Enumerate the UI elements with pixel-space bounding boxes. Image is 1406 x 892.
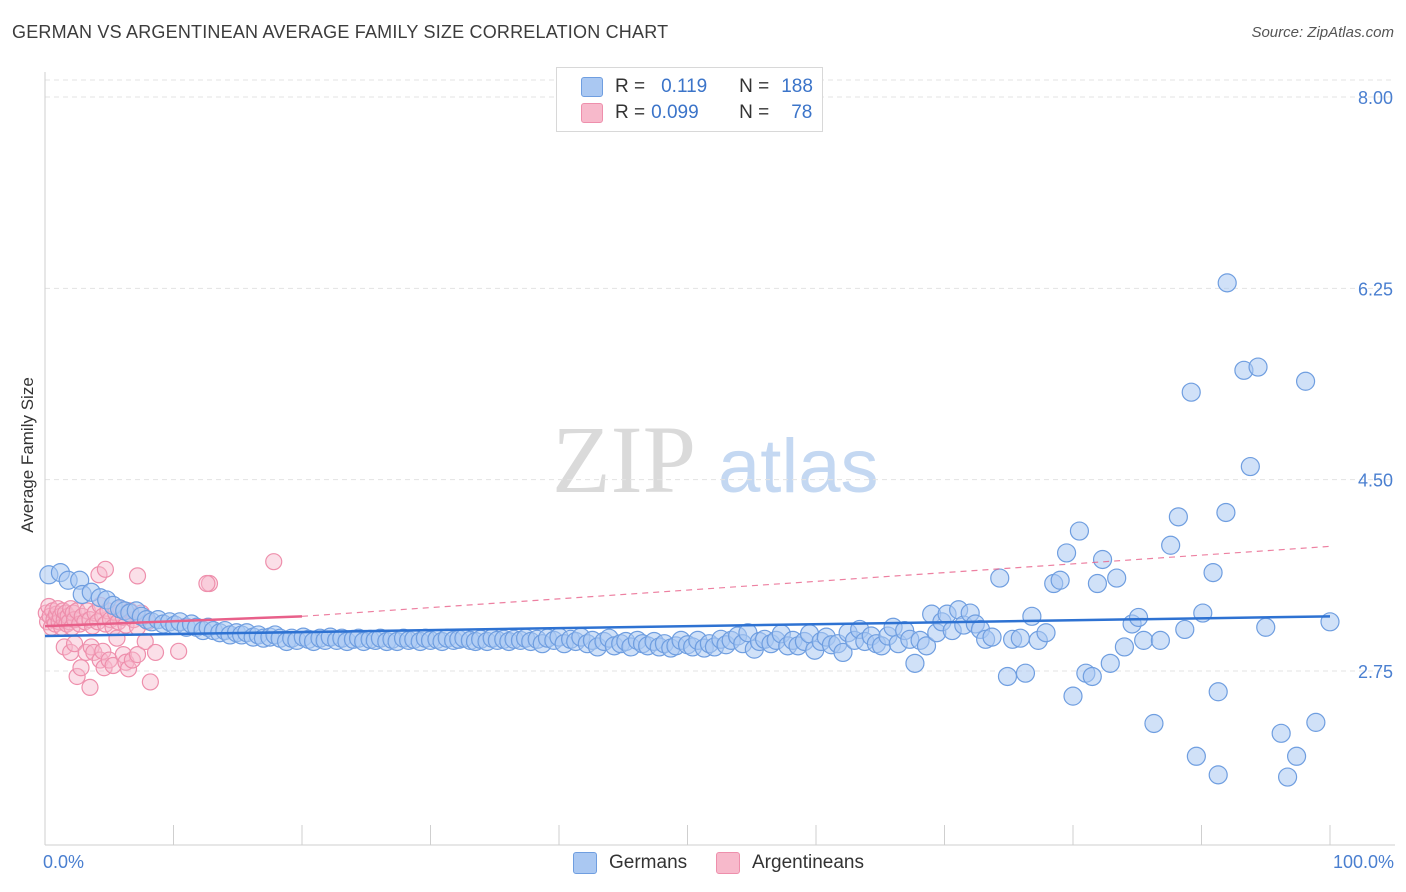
data-point: [1208, 765, 1228, 785]
data-point: [916, 636, 937, 656]
argentineans-trend-line: [44, 615, 303, 628]
legend-row-argentineans: R = 0.099 N = 78: [581, 101, 812, 125]
data-point: [170, 642, 188, 660]
y-tick-label: 2.75: [1358, 662, 1393, 682]
data-point: [1063, 686, 1083, 706]
data-point: [1181, 382, 1201, 402]
stats-legend: R = 0.119 N = 188 R = 0.099 N = 78: [556, 67, 823, 132]
legend-row-germans: R = 0.119 N = 188: [581, 75, 813, 99]
data-point: [96, 560, 114, 578]
germans-swatch: [581, 77, 603, 97]
data-point: [265, 553, 283, 571]
data-point: [1092, 549, 1113, 570]
data-point: [1069, 521, 1090, 541]
argentineans-swatch: [716, 852, 740, 874]
y-tick-label: 6.25: [1358, 279, 1393, 299]
data-point: [1100, 653, 1120, 673]
argentineans-trend-extension: [301, 545, 1331, 617]
germans-trend-line: [44, 615, 1331, 638]
data-point: [1277, 767, 1298, 787]
data-point: [1107, 568, 1127, 588]
data-point: [1150, 630, 1170, 650]
data-point: [1175, 619, 1195, 640]
legend-r-value: 0.119: [661, 76, 708, 97]
data-point: [1248, 357, 1268, 377]
legend-n-label: N =: [739, 76, 770, 97]
data-point: [1015, 663, 1036, 683]
data-point: [833, 642, 853, 663]
data-point: [1295, 371, 1316, 391]
data-point: [1056, 543, 1077, 563]
legend-n-label: N =: [739, 102, 770, 123]
x-tick-label-max: 100.0%: [1332, 852, 1394, 872]
data-point: [1216, 502, 1236, 523]
data-point: [1036, 623, 1056, 643]
germans-points: [39, 273, 1340, 787]
data-point: [1168, 507, 1188, 527]
y-tick-labels: 2.75 4.50 6.25 8.00: [1358, 88, 1393, 682]
data-point: [1087, 573, 1108, 594]
data-point: [1286, 746, 1307, 766]
series-legend: Germans Argentineans: [0, 852, 1406, 876]
data-point: [72, 659, 90, 677]
watermark-atlas: atlas: [718, 424, 879, 509]
y-tick-label: 8.00: [1358, 88, 1393, 108]
data-point: [982, 627, 1002, 647]
data-point: [990, 568, 1010, 588]
data-point: [146, 643, 165, 662]
data-point: [1050, 570, 1070, 590]
legend-item-germans: Germans: [573, 852, 687, 874]
data-point: [1203, 562, 1223, 583]
data-point: [1114, 637, 1135, 657]
data-point: [1134, 630, 1154, 650]
data-point: [1256, 617, 1276, 637]
data-point: [81, 678, 99, 697]
data-point: [905, 653, 925, 673]
germans-swatch: [573, 852, 597, 874]
data-point: [1271, 723, 1291, 743]
data-point: [1306, 712, 1326, 732]
legend-r-value: 0.099: [651, 102, 699, 123]
data-point: [198, 574, 216, 593]
data-point: [1240, 456, 1260, 477]
legend-n-value: 78: [791, 102, 813, 123]
trend-lines: [44, 545, 1331, 638]
watermark: ZIP atlas: [552, 406, 879, 513]
y-tick-label: 4.50: [1358, 471, 1393, 491]
legend-label-argentineans: Argentineans: [752, 852, 864, 873]
data-point: [68, 667, 86, 686]
x-tick-label-min: 0.0%: [43, 852, 85, 872]
data-point: [1082, 666, 1102, 687]
data-point: [1161, 535, 1181, 555]
source-label: Source: ZipAtlas.com: [1251, 24, 1394, 41]
axes: [44, 72, 1395, 846]
legend-r-label: R =: [615, 102, 646, 123]
data-point: [128, 645, 147, 664]
data-point: [1010, 628, 1030, 648]
legend-r-label: R =: [615, 76, 646, 97]
argentineans-swatch: [581, 103, 603, 123]
legend-n-value: 188: [781, 76, 813, 97]
data-point: [1144, 713, 1164, 734]
data-point: [108, 629, 126, 647]
data-point: [1186, 746, 1206, 766]
data-point: [1208, 682, 1228, 702]
data-point: [1217, 273, 1237, 293]
watermark-zip: ZIP: [552, 406, 696, 513]
data-point: [128, 567, 147, 585]
data-point: [1128, 607, 1149, 628]
data-point: [141, 673, 159, 691]
legend-label-germans: Germans: [609, 852, 688, 873]
gridlines: [45, 79, 1395, 672]
chart-title: GERMAN VS ARGENTINEAN AVERAGE FAMILY SIZ…: [12, 22, 669, 42]
data-point: [119, 660, 138, 678]
data-point: [1022, 606, 1042, 626]
data-point: [997, 666, 1018, 687]
legend-item-argentineans: Argentineans: [716, 852, 864, 874]
